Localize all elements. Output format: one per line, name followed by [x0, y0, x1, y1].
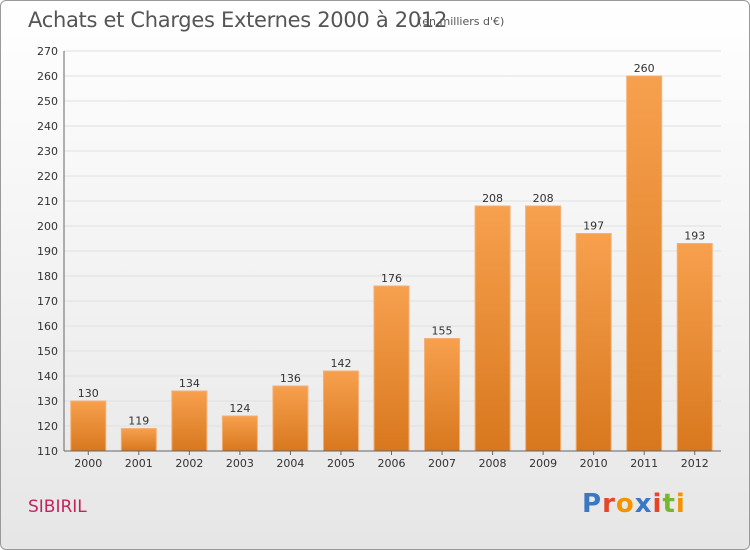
y-tick-label: 270	[37, 45, 58, 58]
data-label: 119	[128, 415, 149, 428]
y-tick-label: 180	[37, 270, 58, 283]
data-label: 124	[229, 402, 250, 415]
data-label: 142	[330, 357, 351, 370]
bar	[676, 243, 713, 452]
chart-subtitle: (en milliers d'€)	[418, 15, 505, 28]
bar	[626, 75, 663, 452]
x-tick-label: 2005	[327, 457, 355, 470]
proxiti-logo[interactable]: Proxiti	[582, 489, 686, 519]
y-tick-label: 110	[37, 445, 58, 458]
data-label: 134	[179, 377, 200, 390]
bar	[322, 370, 359, 452]
bar	[474, 205, 511, 452]
x-tick-label: 2012	[681, 457, 709, 470]
x-tick-label: 2003	[226, 457, 254, 470]
y-tick-label: 150	[37, 345, 58, 358]
axes: 110 120 130 140 150 160 170 180 190 200 210 220 230 2…	[37, 45, 721, 470]
data-label: 193	[684, 230, 705, 243]
x-tick-label: 2008	[479, 457, 507, 470]
bar	[272, 385, 309, 452]
data-label: 130	[78, 387, 99, 400]
data-label: 208	[533, 192, 554, 205]
y-tick-label: 120	[37, 420, 58, 433]
chart-title: Achats et Charges Externes 2000 à 2012	[28, 8, 448, 32]
data-label: 176	[381, 272, 402, 285]
bar	[424, 338, 461, 452]
place-name: SIBIRIL	[28, 497, 87, 517]
y-tick-label: 230	[37, 145, 58, 158]
x-tick-label: 2011	[630, 457, 658, 470]
data-label: 260	[634, 62, 655, 75]
y-tick-label: 240	[37, 120, 58, 133]
data-label: 136	[280, 372, 301, 385]
x-tick-label: 2009	[529, 457, 557, 470]
x-tick-label: 2006	[378, 457, 406, 470]
bar	[525, 205, 562, 452]
y-tick-label: 260	[37, 70, 58, 83]
y-tick-label: 140	[37, 370, 58, 383]
bars: 130 119 134 124 136 142 176 155 208 208 197 260 193	[70, 62, 713, 452]
bar	[373, 285, 410, 452]
y-tick-label: 220	[37, 170, 58, 183]
y-tick-label: 130	[37, 395, 58, 408]
bar	[120, 428, 157, 452]
data-label: 197	[583, 220, 604, 233]
data-label: 208	[482, 192, 503, 205]
y-tick-label: 210	[37, 195, 58, 208]
y-tick-label: 250	[37, 95, 58, 108]
bar	[575, 233, 612, 452]
x-tick-label: 2010	[580, 457, 608, 470]
y-tick-label: 190	[37, 245, 58, 258]
x-tick-label: 2007	[428, 457, 456, 470]
x-tick-label: 2000	[74, 457, 102, 470]
x-tick-label: 2001	[125, 457, 153, 470]
x-tick-label: 2002	[175, 457, 203, 470]
bar	[70, 400, 107, 452]
y-tick-label: 160	[37, 320, 58, 333]
y-tick-label: 200	[37, 220, 58, 233]
data-label: 155	[432, 325, 453, 338]
y-tick-label: 170	[37, 295, 58, 308]
bar	[171, 390, 208, 452]
bar	[221, 415, 258, 452]
x-tick-label: 2004	[276, 457, 304, 470]
